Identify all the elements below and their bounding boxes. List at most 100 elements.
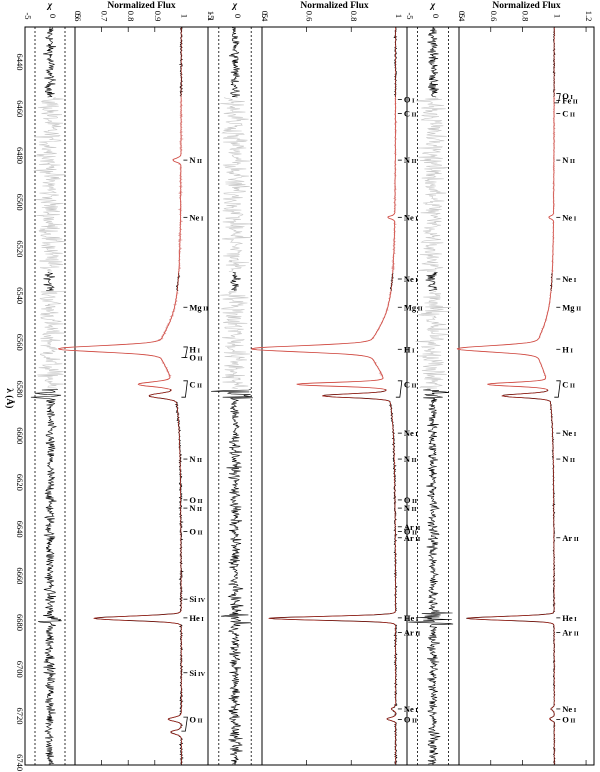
line-bracket bbox=[554, 93, 561, 104]
observed-spectrum-masked bbox=[58, 97, 184, 390]
residual-tick-label: 5 bbox=[457, 14, 467, 18]
residual-trace bbox=[211, 27, 253, 765]
flux-tick-label: 0.8 bbox=[349, 11, 359, 22]
flux-panel bbox=[74, 26, 209, 766]
line-id-label: Ne I bbox=[404, 704, 418, 714]
wavelength-tick-label: 6740 bbox=[15, 754, 25, 771]
residual-tick-label: 0 bbox=[431, 14, 441, 18]
line-id-label: Ne I bbox=[404, 428, 418, 438]
flux-tick-label: 0.6 bbox=[489, 11, 499, 22]
residual-axis-label: χ bbox=[231, 1, 238, 11]
flux-tick-label: 1 bbox=[552, 14, 562, 18]
observed-spectrum-masked bbox=[456, 97, 556, 390]
line-id-label: He I bbox=[189, 613, 204, 623]
line-id-label: He I bbox=[404, 613, 419, 623]
line-id-label: Ar II bbox=[562, 533, 579, 543]
line-id-label: N II bbox=[189, 503, 202, 513]
residual-tick-label: 5 bbox=[73, 14, 83, 18]
column-2: -5 0 5 χ 0.4 0.6 0.8 1 Normalized Flux O I C II N II Ne… bbox=[206, 1, 423, 766]
wavelength-tick-label: 6520 bbox=[15, 240, 25, 257]
line-bracket bbox=[554, 380, 561, 398]
flux-panel bbox=[458, 26, 595, 766]
line-id-label: N II bbox=[404, 454, 417, 464]
residual-tick-label: 5 bbox=[260, 14, 270, 18]
wavelength-axis-label: λ (Å) bbox=[4, 388, 16, 408]
model-spectrum bbox=[57, 27, 182, 765]
residual-masked-trace bbox=[220, 97, 253, 389]
line-id-label: O II bbox=[189, 714, 203, 724]
residual-axis-label: χ bbox=[429, 1, 436, 11]
line-id-label: C II bbox=[404, 379, 417, 389]
line-id-label: Ne I bbox=[562, 274, 576, 284]
model-spectrum bbox=[251, 27, 397, 765]
wavelength-tick-label: 6440 bbox=[15, 54, 25, 71]
column-1: -5 0 5 χ 0.6 0.7 0.8 0.9 1 1.1 Normalized Flux N II N… bbox=[23, 1, 216, 766]
line-id-label: N II bbox=[562, 155, 575, 165]
flux-tick-label: 0.6 bbox=[73, 11, 83, 22]
line-id-label: Mg II bbox=[562, 302, 581, 312]
flux-tick-label: 0.6 bbox=[305, 11, 315, 22]
line-id-label: Ne I bbox=[562, 704, 576, 714]
line-id-label: He I bbox=[562, 613, 577, 623]
line-id-label: Ne I bbox=[404, 212, 418, 222]
residual-trace bbox=[408, 27, 454, 765]
line-id-label: Ar II bbox=[404, 628, 421, 638]
observed-spectrum bbox=[269, 27, 398, 765]
line-id-label: Ne I bbox=[562, 428, 576, 438]
line-id-label: C II bbox=[404, 108, 417, 118]
observed-spectrum bbox=[466, 27, 556, 765]
residual-trace bbox=[30, 27, 62, 765]
flux-axis-label: Normalized Flux bbox=[492, 1, 561, 11]
wavelength-tick-label: 6600 bbox=[15, 427, 25, 444]
flux-tick-label: 0.4 bbox=[260, 11, 270, 22]
line-id-label: Ar II bbox=[404, 522, 421, 532]
line-id-label: Ar II bbox=[562, 628, 579, 638]
line-id-label: Fe II bbox=[562, 96, 578, 106]
line-id-label: C II bbox=[189, 379, 202, 389]
line-bracket bbox=[181, 716, 188, 732]
residual-masked-trace bbox=[33, 97, 67, 389]
flux-tick-label: 0.9 bbox=[153, 11, 163, 22]
flux-tick-label: 1.2 bbox=[584, 11, 594, 22]
line-id-label: Mg II bbox=[404, 302, 423, 312]
flux-tick-label: 0.7 bbox=[100, 11, 110, 22]
wavelength-tick-label: 6480 bbox=[15, 147, 25, 164]
wavelength-tick-label: 6560 bbox=[15, 334, 25, 351]
residual-tick-label: -5 bbox=[23, 12, 33, 19]
line-id-label: Ne I bbox=[404, 274, 418, 284]
line-bracket bbox=[181, 380, 188, 398]
line-id-label: N II bbox=[189, 155, 202, 165]
wavelength-tick-label: 6620 bbox=[15, 474, 25, 491]
wavelength-tick-label: 6640 bbox=[15, 521, 25, 538]
model-spectrum bbox=[457, 27, 555, 765]
line-id-label: C II bbox=[562, 379, 575, 389]
line-id-label: Ne I bbox=[189, 212, 203, 222]
residual-tick-label: -5 bbox=[405, 12, 415, 19]
line-id-label: O II bbox=[189, 352, 203, 362]
wavelength-tick-label: 6500 bbox=[15, 194, 25, 211]
residual-tick-label: 0 bbox=[233, 14, 243, 18]
line-bracket bbox=[395, 380, 403, 398]
flux-tick-label: 0.8 bbox=[521, 11, 531, 22]
line-id-label: N II bbox=[189, 454, 202, 464]
wavelength-axis: 6440 6460 6480 6500 6520 6540 6560 6580 6600 6620… bbox=[4, 54, 25, 772]
line-bracket bbox=[181, 346, 188, 358]
flux-tick-label: 1.1 bbox=[206, 11, 216, 22]
residual-tick-label: 0 bbox=[48, 14, 58, 18]
observed-spectrum-masked bbox=[250, 97, 398, 390]
line-id-label: Ne I bbox=[562, 212, 576, 222]
wavelength-tick-label: 6660 bbox=[15, 567, 25, 584]
wavelength-tick-label: 6700 bbox=[15, 661, 25, 678]
flux-tick-label: 1 bbox=[394, 14, 404, 18]
line-id-label: C II bbox=[562, 108, 575, 118]
wavelength-tick-label: 6540 bbox=[15, 287, 25, 304]
line-id-label: N II bbox=[404, 155, 417, 165]
line-id-label: Mg II bbox=[189, 302, 208, 312]
wavelength-tick-label: 6580 bbox=[15, 380, 25, 397]
